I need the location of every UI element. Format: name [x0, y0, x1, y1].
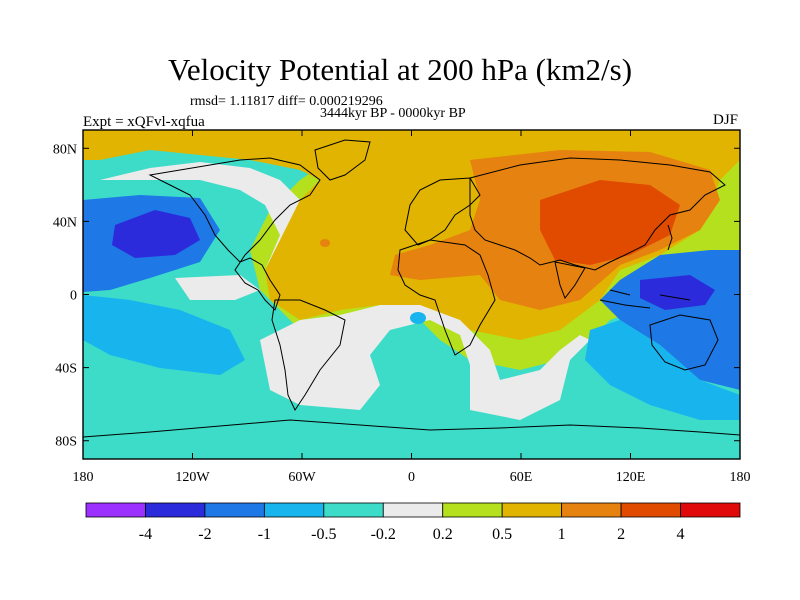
colorbar-label: -0.2	[371, 526, 396, 543]
colorbar-swatch	[501, 502, 563, 518]
colorbar-label: 0.5	[492, 526, 512, 543]
colorbar-swatch	[145, 502, 206, 518]
colorbar-swatch	[680, 502, 741, 518]
colorbar-label: 0.2	[433, 526, 453, 543]
coastlines	[83, 139, 740, 438]
x-tick-label: 180	[730, 470, 751, 485]
colorbar-swatch	[561, 502, 622, 518]
colorbar-swatch	[85, 502, 146, 518]
y-tick-label: 80S	[55, 435, 77, 450]
experiment-label: Expt = xQFvl-xqfua	[83, 114, 205, 130]
plot-title: Velocity Potential at 200 hPa (km2/s)	[167, 52, 633, 87]
y-tick-label: 80N	[53, 142, 77, 157]
colorbar-label: 2	[617, 526, 625, 543]
colorbar-swatch	[382, 502, 444, 518]
colorbar-label: 4	[677, 526, 685, 543]
colorbar-label: 1	[558, 526, 566, 543]
colorbar-swatch	[263, 502, 325, 518]
rmsd-diff-subtitle: rmsd= 1.11817 diff= 0.000219296	[190, 94, 383, 109]
x-tick-label: 180	[73, 470, 94, 485]
colorbar-swatch	[442, 502, 503, 518]
x-tick-label: 60E	[510, 470, 533, 485]
y-tick-label: 0	[70, 289, 77, 304]
y-tick-label: 40N	[53, 215, 77, 230]
colorbar-label: -4	[139, 526, 152, 543]
axis-ticks: 80N 40N 0 40S 80S 180 120W 60W 0 60E 120E 180	[53, 130, 751, 485]
x-tick-label: 60W	[288, 470, 316, 485]
colorbar-label: -2	[198, 526, 211, 543]
contour-field	[83, 130, 740, 459]
colorbar-swatch	[620, 502, 681, 518]
period-subtitle: 3444kyr BP - 0000kyr BP	[320, 106, 466, 121]
y-tick-label: 40S	[55, 362, 77, 377]
x-tick-label: 120E	[616, 470, 646, 485]
x-tick-label: 120W	[175, 470, 210, 485]
season-label: DJF	[713, 112, 739, 128]
colorbar-label: -1	[258, 526, 271, 543]
colorbar-swatch	[204, 502, 265, 518]
colorbar: -4 -2 -1 -0.5 -0.2 0.2 0.5 1 2 4	[85, 502, 741, 543]
colorbar-label: -0.5	[311, 526, 336, 543]
colorbar-swatch	[323, 502, 384, 518]
x-tick-label: 0	[408, 470, 415, 485]
